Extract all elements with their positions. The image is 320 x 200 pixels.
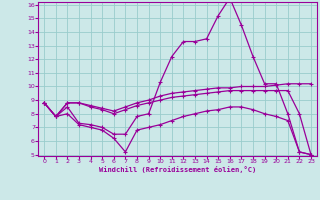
X-axis label: Windchill (Refroidissement éolien,°C): Windchill (Refroidissement éolien,°C) — [99, 166, 256, 173]
